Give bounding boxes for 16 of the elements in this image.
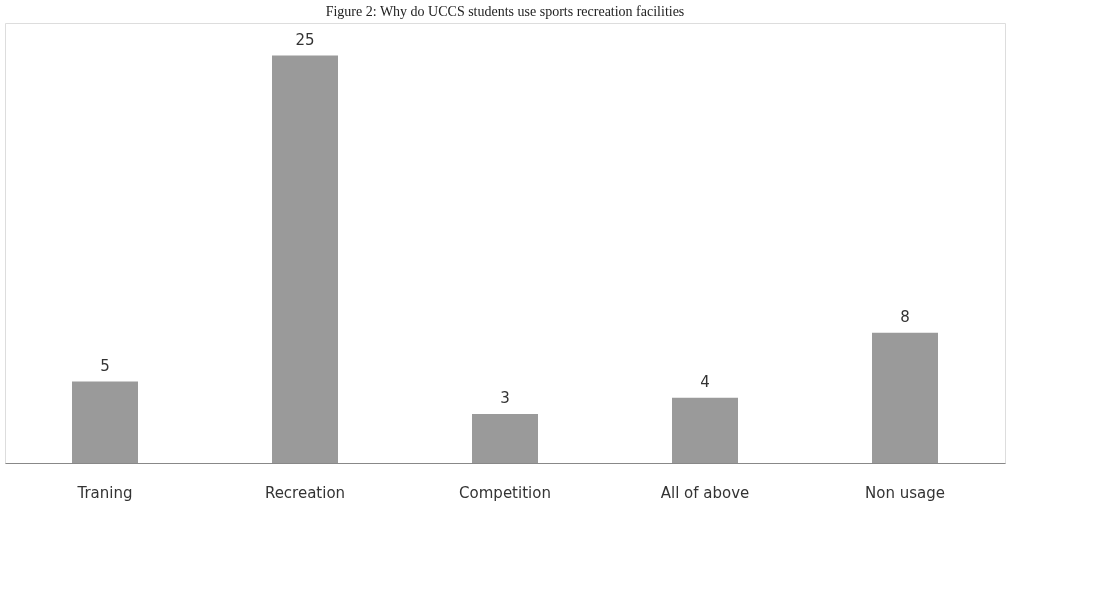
data-label: 3 — [500, 389, 510, 408]
chart-title: Figure 2: Why do UCCS students use sports recreation facilities — [325, 4, 685, 19]
bar — [672, 397, 738, 463]
bar — [472, 414, 538, 463]
bar — [272, 55, 338, 463]
data-label: 4 — [700, 372, 710, 391]
x-tick-label: All of above — [660, 483, 750, 502]
bar — [72, 381, 138, 463]
bar — [872, 332, 938, 463]
data-label: 8 — [900, 307, 910, 326]
x-tick-label: Traning — [76, 483, 133, 502]
data-label: 25 — [295, 30, 315, 49]
x-tick-label: Non usage — [865, 483, 945, 502]
data-label: 5 — [100, 356, 110, 375]
x-tick-label: Recreation — [264, 483, 346, 502]
x-tick-label: Competition — [459, 483, 551, 502]
